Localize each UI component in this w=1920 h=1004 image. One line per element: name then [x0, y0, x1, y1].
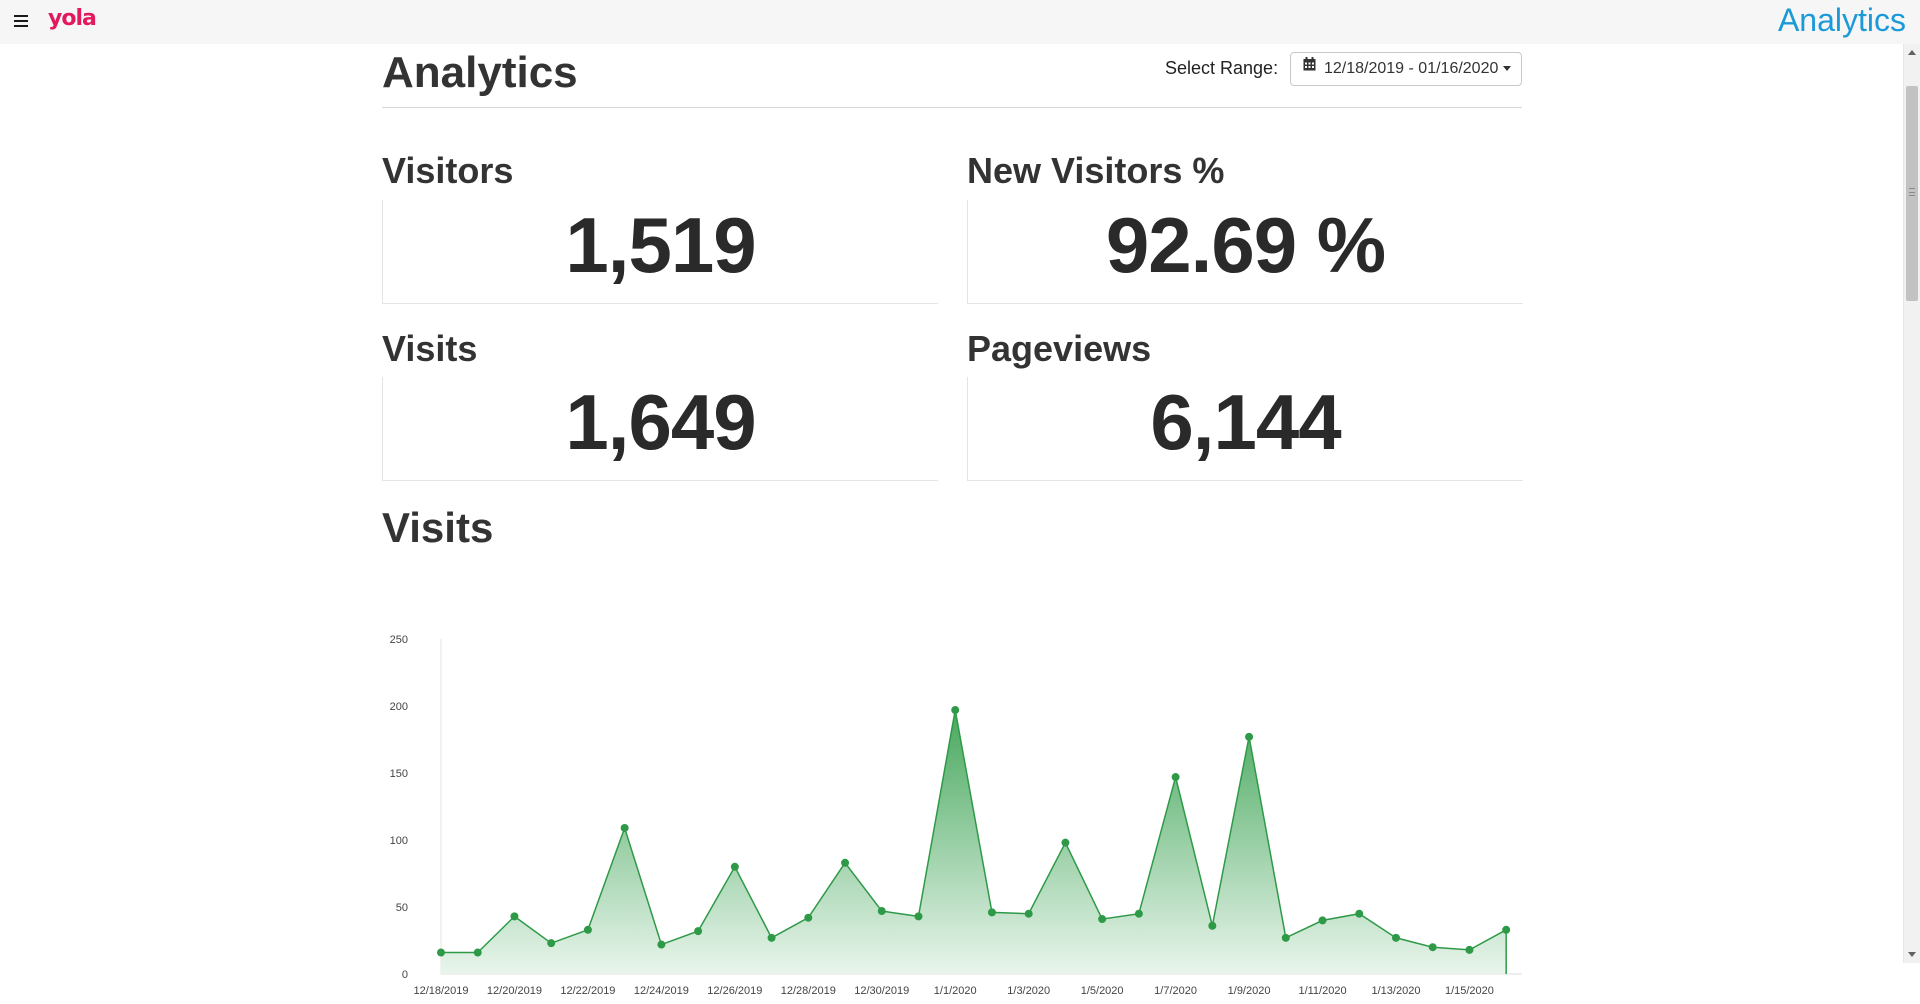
scroll-down-icon[interactable]	[1908, 952, 1916, 957]
y-tick-label: 150	[390, 768, 408, 780]
x-tick-label: 12/22/2019	[560, 985, 615, 997]
data-point	[951, 706, 960, 715]
x-tick-label: 1/1/2020	[934, 985, 977, 997]
scroll-thumb[interactable]	[1906, 86, 1918, 301]
data-point	[1428, 943, 1437, 952]
y-tick-label: 250	[390, 634, 408, 646]
page-title: Analytics	[382, 48, 578, 97]
new-visitors-value: 92.69 %	[1105, 201, 1386, 289]
y-tick-label: 200	[390, 701, 408, 713]
x-tick-label: 1/3/2020	[1007, 985, 1050, 997]
data-point	[1024, 909, 1033, 918]
data-point	[1502, 925, 1511, 934]
data-point	[841, 858, 850, 867]
x-tick-label: 1/11/2020	[1298, 985, 1346, 997]
visits-line	[441, 709, 1507, 954]
data-point	[694, 927, 703, 936]
data-point	[620, 823, 629, 832]
data-point	[877, 907, 886, 916]
range-label: Select Range:	[1165, 58, 1279, 78]
pageviews-value: 6,144	[1150, 378, 1341, 466]
data-point	[804, 913, 813, 922]
data-point	[1281, 933, 1290, 942]
visitors-value: 1,519	[565, 201, 756, 289]
x-tick-label: 12/28/2019	[781, 985, 836, 997]
data-point	[473, 948, 482, 957]
data-point	[1098, 915, 1107, 924]
yola-logo[interactable]: yola	[48, 6, 97, 31]
data-point	[1245, 732, 1254, 741]
new-visitors-title: New Visitors %	[967, 150, 1225, 191]
x-tick-label: 12/30/2019	[854, 985, 909, 997]
visits-chart-title: Visits	[382, 504, 494, 551]
x-tick-label: 1/5/2020	[1081, 985, 1124, 997]
calendar-icon	[1303, 51, 1316, 83]
data-point	[1061, 838, 1070, 847]
data-point	[1318, 916, 1327, 925]
visits-title: Visits	[382, 328, 478, 369]
y-tick-label: 100	[390, 835, 408, 847]
grip-icon	[1909, 188, 1915, 196]
data-point	[1208, 921, 1217, 930]
x-tick-label: 12/20/2019	[487, 985, 542, 997]
visitors-card: 1,519	[382, 200, 938, 304]
pageviews-card: 6,144	[967, 377, 1523, 481]
x-tick-label: 12/18/2019	[413, 985, 468, 997]
x-tick-label: 1/15/2020	[1445, 985, 1494, 997]
scroll-up-icon[interactable]	[1908, 50, 1916, 55]
data-point	[987, 908, 996, 917]
date-range-picker[interactable]: 12/18/2019 - 01/16/2020	[1290, 52, 1522, 86]
y-tick-label: 0	[402, 969, 408, 981]
visitors-title: Visitors	[382, 150, 514, 191]
data-point	[547, 939, 556, 948]
data-point	[914, 912, 923, 921]
menu-icon[interactable]	[14, 14, 30, 28]
data-point	[657, 940, 666, 949]
y-tick-label: 50	[396, 902, 408, 914]
x-tick-label: 1/7/2020	[1154, 985, 1197, 997]
data-point	[767, 933, 776, 942]
top-bar: yola Analytics	[0, 0, 1920, 44]
data-point	[1171, 773, 1180, 782]
data-point	[1355, 909, 1364, 918]
scrollbar[interactable]	[1903, 44, 1920, 963]
visits-chart: 0 50 100 150 200 250 12/18/2019 12/20/2019 12/22…	[390, 634, 1522, 997]
visits-value: 1,649	[565, 378, 756, 466]
x-tick-label: 1/9/2020	[1228, 985, 1271, 997]
data-point	[583, 925, 592, 934]
x-tick-label: 1/13/2020	[1372, 985, 1421, 997]
visits-area	[441, 710, 1507, 974]
x-tick-label: 12/26/2019	[707, 985, 762, 997]
data-point	[437, 948, 445, 957]
pageviews-title: Pageviews	[967, 328, 1152, 369]
date-range-value: 12/18/2019 - 01/16/2020	[1324, 60, 1499, 77]
caret-down-icon	[1503, 66, 1512, 72]
data-point	[1134, 909, 1143, 918]
data-point	[1465, 945, 1474, 954]
data-point	[1391, 933, 1400, 942]
data-point	[510, 912, 519, 921]
page-header: Analytics Select Range: 12/18/2019 - 01/…	[382, 44, 1522, 108]
visits-card: 1,649	[382, 377, 938, 481]
x-tick-label: 12/24/2019	[634, 985, 689, 997]
data-point	[730, 862, 739, 871]
main-content: Analytics Select Range: 12/18/2019 - 01/…	[382, 44, 1523, 997]
app-title: Analytics	[1777, 2, 1906, 38]
new-visitors-card: 92.69 %	[967, 200, 1523, 304]
